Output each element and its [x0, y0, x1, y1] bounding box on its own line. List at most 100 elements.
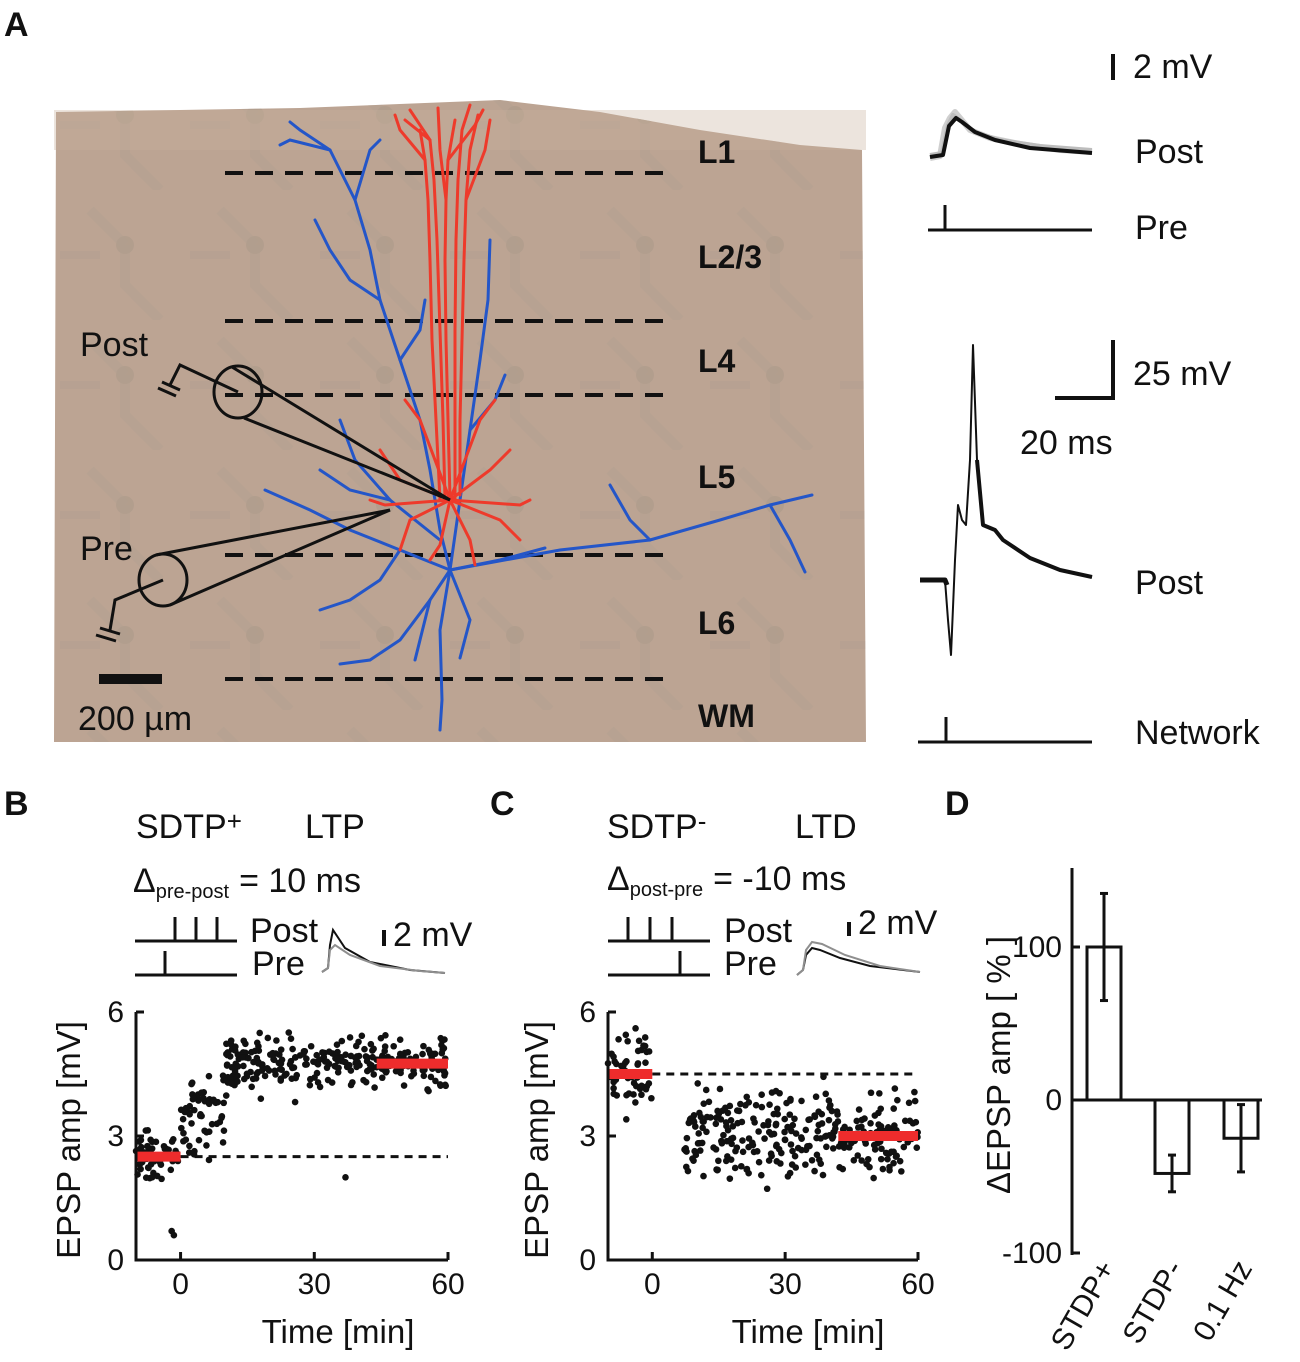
data-point: [699, 1118, 707, 1125]
data-point: [838, 1139, 846, 1147]
data-point: [254, 1069, 262, 1076]
data-point: [223, 1040, 230, 1048]
data-point: [901, 1117, 909, 1125]
data-point: [879, 1165, 887, 1173]
data-point: [825, 1116, 833, 1124]
c-ylabel: EPSP amp [mV]: [518, 1021, 555, 1259]
data-point: [811, 1113, 819, 1121]
data-point: [323, 1058, 331, 1066]
data-point: [333, 1041, 341, 1048]
scale-2mv-label: 2 mV: [1133, 48, 1213, 86]
data-point: [728, 1135, 735, 1142]
data-point: [285, 1029, 293, 1036]
data-point: [292, 1054, 299, 1061]
data-point: [362, 1078, 370, 1086]
data-point: [751, 1119, 758, 1126]
data-point: [645, 1080, 653, 1087]
c-protocol: SDTP-: [607, 806, 706, 846]
data-point: [323, 1064, 331, 1072]
data-point: [877, 1155, 885, 1163]
data-point: [307, 1042, 315, 1050]
data-point: [696, 1109, 703, 1117]
data-point: [765, 1118, 772, 1125]
data-point: [371, 1084, 378, 1091]
data-point: [763, 1185, 771, 1193]
data-point: [766, 1101, 773, 1109]
data-point: [270, 1056, 278, 1064]
data-point: [735, 1107, 743, 1115]
data-point: [696, 1147, 704, 1154]
data-point: [426, 1050, 434, 1057]
data-point: [306, 1081, 314, 1089]
data-point: [913, 1144, 921, 1151]
data-point: [300, 1051, 307, 1058]
data-point: [324, 1076, 332, 1084]
data-point: [419, 1050, 426, 1058]
c-inset-traces: [796, 940, 921, 976]
data-point: [791, 1152, 799, 1160]
data-point: [181, 1108, 189, 1116]
data-point: [198, 1089, 205, 1096]
data-point: [346, 1034, 354, 1041]
data-point: [900, 1143, 908, 1151]
layer-label: L1: [698, 134, 735, 170]
scale-25mv-20ms: [1055, 340, 1115, 400]
panel-label-b: B: [4, 785, 29, 823]
data-point: [180, 1129, 187, 1137]
y-tick-label: 3: [579, 1120, 596, 1153]
data-point: [245, 1054, 252, 1062]
data-point: [753, 1148, 761, 1155]
b-xlabel: Time [min]: [262, 1313, 415, 1350]
data-point: [760, 1121, 767, 1129]
data-point: [347, 1067, 355, 1074]
data-point: [188, 1080, 195, 1088]
data-point: [378, 1074, 386, 1082]
data-point: [283, 1070, 290, 1078]
layer-label: WM: [698, 698, 755, 734]
data-point: [370, 1071, 378, 1078]
scale-bar-label: 200 µm: [78, 700, 192, 738]
data-point: [858, 1157, 865, 1164]
scale-25mv-label: 25 mV: [1133, 355, 1232, 393]
layer-label: L5: [698, 459, 735, 495]
data-point: [261, 1072, 269, 1080]
data-point: [404, 1049, 412, 1056]
data-point: [400, 1082, 408, 1089]
data-point: [610, 1053, 617, 1061]
data-point: [702, 1086, 710, 1094]
data-point: [277, 1060, 285, 1067]
data-point: [273, 1037, 280, 1044]
data-point: [167, 1166, 175, 1174]
data-point: [220, 1099, 228, 1107]
data-point: [440, 1044, 448, 1052]
data-point: [817, 1160, 825, 1168]
data-point: [641, 1034, 649, 1041]
data-point: [632, 1099, 639, 1106]
data-point: [144, 1127, 152, 1134]
data-point: [253, 1054, 261, 1062]
data-point: [683, 1134, 691, 1142]
data-point: [811, 1167, 818, 1175]
data-point: [227, 1074, 234, 1082]
data-point: [768, 1131, 775, 1138]
layer-label: L2/3: [698, 239, 762, 275]
y-tick-label: 3: [107, 1120, 124, 1153]
data-point: [178, 1124, 185, 1132]
c-delta: Δpost-pre = -10 ms: [607, 860, 846, 901]
y-tick-label: 0: [579, 1244, 596, 1277]
data-point: [822, 1090, 830, 1098]
data-point: [698, 1139, 706, 1147]
data-point: [758, 1103, 766, 1111]
trace-label-post: Post: [1135, 133, 1204, 171]
data-point: [726, 1175, 734, 1182]
data-point: [818, 1120, 826, 1127]
data-point: [617, 1062, 625, 1070]
category-label: 0.1 Hz: [1187, 1255, 1259, 1347]
data-point: [726, 1102, 734, 1110]
b-inset-traces: [321, 927, 446, 974]
data-point: [314, 1079, 322, 1086]
trace-top-post: [929, 109, 1093, 161]
c-points: [604, 1025, 921, 1193]
b-scale-label: 2 mV: [393, 916, 473, 954]
data-point: [743, 1093, 751, 1101]
